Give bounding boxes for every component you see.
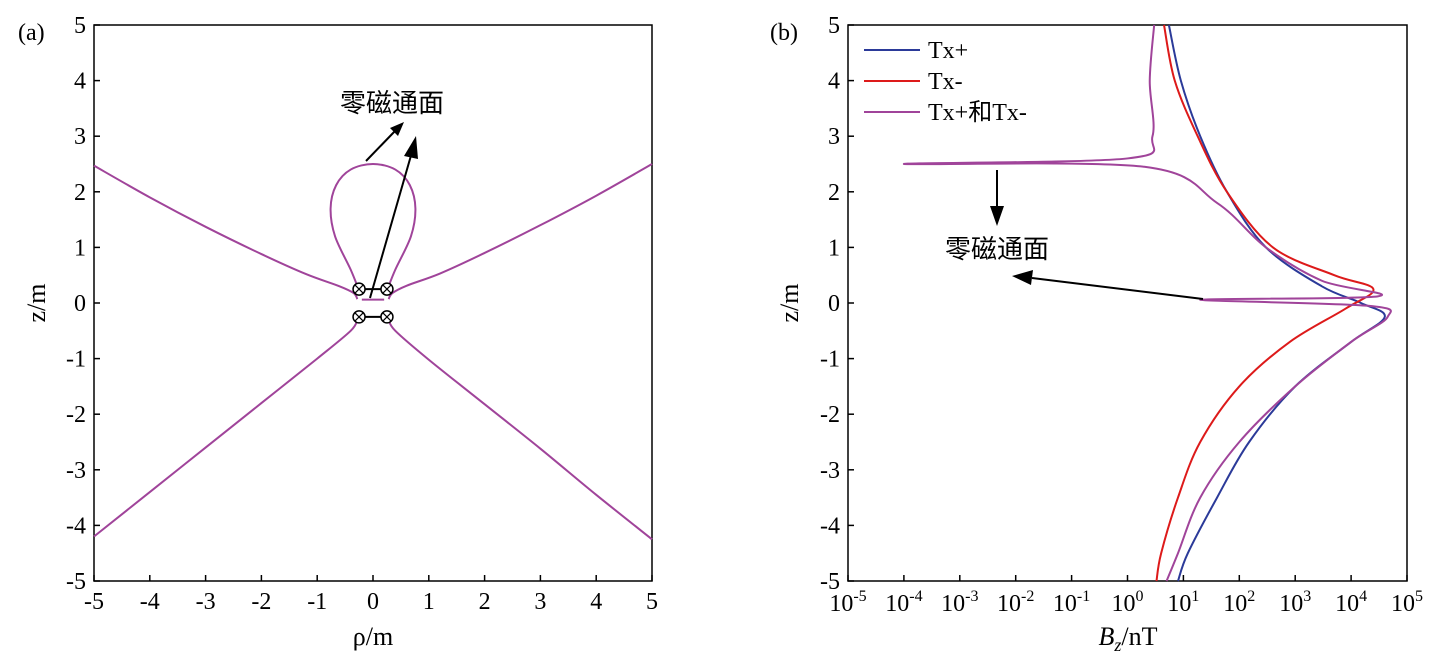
panel-a-markers xyxy=(352,282,394,324)
panel-b-y-tick-label: 3 xyxy=(828,124,840,150)
panel-b-y-tick-label: -3 xyxy=(820,458,840,484)
panel-a-x-tick-label: -1 xyxy=(307,589,327,615)
panel-b-x-axis-subscript: z xyxy=(1113,635,1121,655)
panel-a-x-tick-label: 5 xyxy=(646,589,658,615)
panel-a-curve-4 xyxy=(387,319,653,541)
panel-a-y-tick-label: -4 xyxy=(66,513,86,539)
panel-b-series-1 xyxy=(1167,24,1386,582)
panel-a-coil-marker-cross xyxy=(382,284,392,294)
panel-a: (a) -5 -4 -3 -2 -1 0 1 2 3 4 5 -5 -4 -3 -2 -1 0 1 2 3 4 5 ρ/… xyxy=(18,13,658,651)
panel-b-annotation-arrows xyxy=(990,170,1204,300)
panel-b-x-axis-label: Bz/nT xyxy=(1098,622,1157,655)
panel-b-arrowhead-2 xyxy=(1012,270,1033,285)
panel-b-y-tick-label: -1 xyxy=(820,347,840,373)
panel-a-curve-3 xyxy=(93,319,359,538)
panel-a-y-tick-label: 4 xyxy=(74,69,86,95)
panel-a-x-tick-label: -3 xyxy=(196,589,216,615)
panel-b-x-tick-label: 101 xyxy=(1167,588,1199,617)
panel-a-curve-5 xyxy=(329,162,417,290)
panel-b-y-tick-label: 2 xyxy=(828,180,840,206)
panel-a-x-tick-label: -4 xyxy=(140,589,160,615)
panel-b-series-2 xyxy=(1155,24,1375,582)
panel-b-x-tick-label: 10-4 xyxy=(885,588,922,617)
panel-a-y-tick-label: -3 xyxy=(66,458,86,484)
panel-a-y-tick-label: -5 xyxy=(66,569,86,595)
panel-a-y-tick-label: -1 xyxy=(66,347,86,373)
panel-b-y-ticks: -5 -4 -3 -2 -1 0 1 2 3 4 5 xyxy=(820,13,854,595)
panel-b-x-tick-label: 10-2 xyxy=(997,588,1034,617)
panel-a-arrow-1 xyxy=(365,129,397,162)
panel-b-y-tick-label: -4 xyxy=(820,513,840,539)
legend-label: Tx- xyxy=(928,69,963,95)
panel-b-x-tick-label: 103 xyxy=(1279,588,1311,617)
panel-a-y-ticks: -5 -4 -3 -2 -1 0 1 2 3 4 5 xyxy=(66,13,100,595)
panel-a-y-tick-label: -2 xyxy=(66,402,86,428)
panel-b-arrow-2 xyxy=(1031,277,1204,300)
panel-b-arrowhead-1 xyxy=(990,206,1004,226)
panel-a-x-tick-label: 3 xyxy=(534,589,546,615)
panel-label-a: (a) xyxy=(18,20,45,46)
panel-b-x-tick-label: 105 xyxy=(1391,588,1423,617)
panel-b-y-tick-label: -2 xyxy=(820,402,840,428)
panel-a-x-tick-label: 2 xyxy=(479,589,491,615)
panel-b-x-tick-label: 10-3 xyxy=(941,588,978,617)
panel-b-y-tick-label: 0 xyxy=(828,291,840,317)
panel-b-x-axis-symbol: B xyxy=(1098,622,1114,651)
panel-b-annotation: 零磁通面 xyxy=(945,235,1049,265)
panel-a-coil-marker-cross xyxy=(354,284,364,294)
panel-b-x-tick-label: 10-5 xyxy=(829,588,866,617)
panel-b: (b) 10-5 10-4 10-3 10-2 10-1 100 101 102 103 104 1… xyxy=(770,13,1423,655)
panel-a-arrowhead-1 xyxy=(390,122,404,136)
panel-a-x-tick-label: 4 xyxy=(590,589,602,615)
panel-a-y-tick-label: 3 xyxy=(74,124,86,150)
panel-a-x-tick-label: 1 xyxy=(423,589,435,615)
panel-a-x-axis-label: ρ/m xyxy=(353,622,393,651)
panel-a-curve-1 xyxy=(93,164,359,300)
legend-label: Tx+和Tx- xyxy=(928,99,1027,126)
panel-b-x-tick-label: 10-1 xyxy=(1053,588,1090,617)
legend-label: Tx+ xyxy=(928,38,968,64)
panel-b-x-axis-unit: /nT xyxy=(1121,622,1157,651)
panel-a-coil-marker-cross xyxy=(382,312,392,322)
panel-b-curves xyxy=(902,24,1392,582)
panel-a-x-ticks: -5 -4 -3 -2 -1 0 1 2 3 4 5 xyxy=(84,575,658,615)
panel-b-legend: Tx+ Tx- Tx+和Tx- xyxy=(864,38,1027,126)
panel-a-curve-2 xyxy=(387,163,653,300)
panel-a-y-tick-label: 5 xyxy=(74,13,86,39)
panel-b-x-tick-label: 102 xyxy=(1223,588,1255,617)
panel-a-y-tick-label: 0 xyxy=(74,291,86,317)
panel-label-b: (b) xyxy=(770,20,798,46)
panel-a-arrow-2 xyxy=(369,151,413,299)
panel-b-x-tick-label: 100 xyxy=(1112,588,1144,617)
panel-b-x-ticks: 10-5 10-4 10-3 10-2 10-1 100 101 102 103 104 105 xyxy=(829,575,1423,617)
panel-a-annotation-arrows xyxy=(365,122,418,299)
panel-a-y-axis-label: z/m xyxy=(22,284,51,323)
panel-b-y-tick-label: -5 xyxy=(820,569,840,595)
panel-a-x-tick-label: 0 xyxy=(367,589,379,615)
panel-b-y-tick-label: 4 xyxy=(828,69,840,95)
panel-a-x-tick-label: -2 xyxy=(251,589,271,615)
panel-a-annotation: 零磁通面 xyxy=(340,89,444,119)
panel-a-y-tick-label: 2 xyxy=(74,180,86,206)
panel-a-coil-marker-cross xyxy=(354,312,364,322)
panel-a-y-tick-label: 1 xyxy=(74,235,86,261)
panel-a-arrowhead-2 xyxy=(404,136,418,159)
panel-b-series-3 xyxy=(902,24,1392,582)
panel-a-curves xyxy=(93,162,653,541)
panel-b-x-tick-label: 104 xyxy=(1335,588,1367,617)
panel-b-y-axis-label: z/m xyxy=(775,284,804,323)
panel-a-x-tick-label: -5 xyxy=(84,589,104,615)
panel-b-y-tick-label: 1 xyxy=(828,235,840,261)
panel-b-y-tick-label: 5 xyxy=(828,13,840,39)
